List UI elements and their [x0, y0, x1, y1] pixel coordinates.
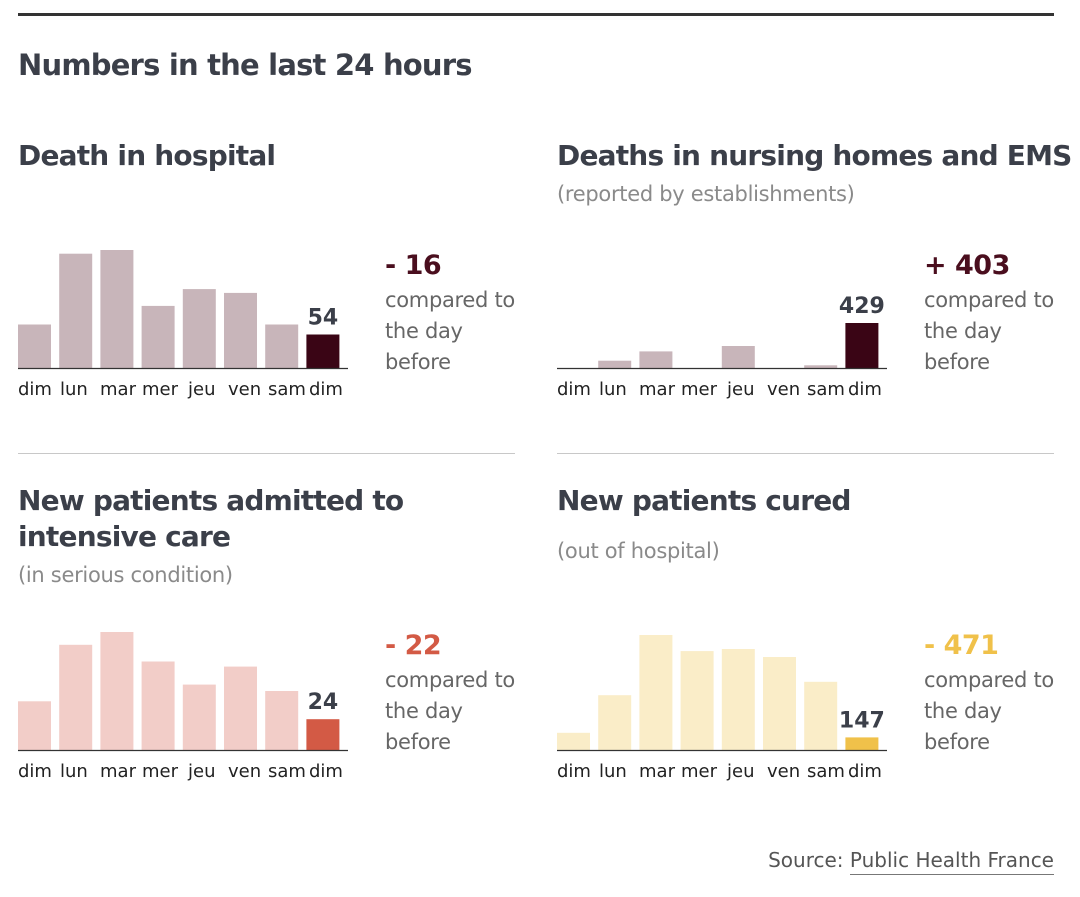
panel-nursing-home-deaths: Deaths in nursing homes and EMS (reporte…: [557, 138, 1072, 478]
bar-jeu-4: [721, 346, 755, 368]
bar-dim-0: [557, 732, 590, 750]
bar-dim-7: [306, 719, 340, 750]
bar-dim-0: [18, 701, 51, 750]
tick-label-dim: dim: [557, 379, 591, 400]
source-link[interactable]: Public Health France: [849, 848, 1054, 875]
bar-sam-6: [265, 324, 299, 368]
tick-label-dim: dim: [18, 761, 52, 782]
bar-mar-2: [639, 635, 673, 750]
delta-text: compared to the day before: [924, 288, 1054, 374]
bar-mer-3: [680, 651, 714, 750]
delta-text: compared to the day before: [924, 668, 1054, 754]
panel-title: Deaths in nursing homes and EMS: [557, 139, 1072, 172]
tick-label-jeu: jeu: [726, 761, 754, 782]
tick-label-jeu: jeu: [726, 379, 754, 400]
tick-label-lun: lun: [599, 761, 627, 782]
tick-label-lun: lun: [60, 379, 88, 400]
tick-label-ven: ven: [228, 761, 261, 782]
bar-dim-7: [845, 323, 879, 368]
panel-hospital-deaths: Death in hospital 54 dim lun mar mer jeu ven sa…: [18, 138, 516, 478]
last-value-label: 24: [308, 690, 339, 715]
bar-ven-5: [224, 666, 257, 750]
tick-label-ven: ven: [767, 379, 800, 400]
tick-label-dim: dim: [18, 379, 52, 400]
panel-title: Death in hospital: [18, 139, 276, 172]
tick-label-dim: dim: [309, 379, 343, 400]
delta-value: - 22: [385, 630, 442, 661]
bar-sam-6: [804, 681, 838, 750]
tick-label-dim: dim: [848, 761, 882, 782]
bar-mar-2: [639, 351, 673, 368]
tick-label-mer: mer: [142, 761, 179, 782]
bar-mar-2: [100, 632, 134, 750]
tick-label-dim: dim: [848, 379, 882, 400]
tick-label-mar: mar: [639, 379, 676, 400]
bar-lun-1: [598, 695, 632, 750]
tick-label-sam: sam: [807, 761, 845, 782]
tick-label-mar: mar: [100, 761, 137, 782]
tick-label-jeu: jeu: [187, 379, 215, 400]
bar-ven-5: [224, 292, 257, 368]
tick-label-ven: ven: [228, 379, 261, 400]
tick-label-mar: mar: [639, 761, 676, 782]
delta-text: compared to the day before: [385, 668, 515, 754]
page-title: Numbers in the last 24 hours: [18, 48, 473, 82]
tick-label-sam: sam: [807, 379, 845, 400]
last-value-label: 54: [308, 306, 339, 331]
bar-jeu-4: [182, 684, 216, 750]
panel-subtitle: (in serious condition): [18, 563, 233, 587]
tick-label-mer: mer: [681, 379, 718, 400]
bar-jeu-4: [721, 649, 755, 750]
last-value-label: 147: [839, 708, 885, 733]
delta-value: + 403: [924, 250, 1010, 281]
bar-jeu-4: [182, 289, 216, 368]
source-note: Source: Public Health France: [768, 848, 1054, 875]
divider: [557, 453, 1054, 454]
bar-lun-1: [598, 360, 632, 368]
tick-label-sam: sam: [268, 761, 306, 782]
tick-label-jeu: jeu: [187, 761, 215, 782]
panel-subtitle: (reported by establishments): [557, 182, 855, 206]
source-label: Source:: [768, 848, 844, 872]
tick-label-mer: mer: [681, 761, 718, 782]
bar-lun-1: [59, 253, 93, 368]
panel-subtitle: (out of hospital): [557, 539, 720, 563]
bar-mar-2: [100, 250, 134, 368]
panel-title: New patients admitted to intensive care: [18, 484, 404, 553]
bar-sam-6: [804, 365, 838, 368]
bar-dim-0: [18, 324, 51, 368]
tick-label-ven: ven: [767, 761, 800, 782]
bar-mer-3: [141, 661, 175, 750]
panel-title: New patients cured: [557, 484, 851, 517]
tick-label-lun: lun: [60, 761, 88, 782]
last-value-label: 429: [839, 294, 885, 319]
tick-label-mar: mar: [100, 379, 137, 400]
tick-label-lun: lun: [599, 379, 627, 400]
divider: [18, 453, 515, 454]
panel-icu-admissions: New patients admitted to intensive care …: [18, 483, 516, 823]
tick-label-mer: mer: [142, 379, 179, 400]
delta-value: - 16: [385, 250, 442, 281]
bar-sam-6: [265, 691, 299, 750]
delta-text: compared to the day before: [385, 288, 515, 374]
tick-label-sam: sam: [268, 379, 306, 400]
top-rule: [18, 13, 1054, 16]
bar-ven-5: [763, 657, 796, 750]
bar-lun-1: [59, 644, 93, 750]
bar-dim-7: [845, 737, 879, 750]
delta-value: - 471: [924, 630, 999, 661]
panel-cured: New patients cured (out of hospital) 147…: [557, 483, 1055, 823]
bar-mer-3: [141, 305, 175, 368]
tick-label-dim: dim: [557, 761, 591, 782]
bar-dim-7: [306, 334, 340, 368]
tick-label-dim: dim: [309, 761, 343, 782]
